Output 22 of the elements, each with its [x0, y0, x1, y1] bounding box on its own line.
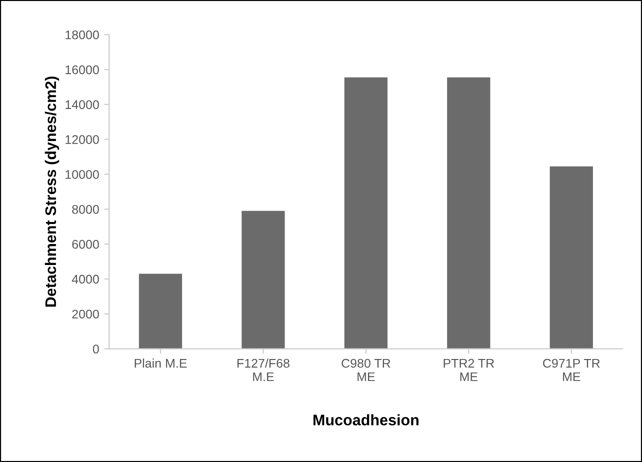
y-tick-label: 0: [92, 344, 99, 354]
x-tick-label: PTR2 TR ME: [444, 358, 494, 382]
x-tick-label: F127/F68 M.E: [237, 358, 290, 382]
y-tick-label: 4000: [72, 274, 99, 284]
x-tick-label: C971P TR ME: [543, 358, 600, 382]
y-tick-label: 18000: [66, 30, 99, 40]
x-axis-title: Mucoadhesion: [313, 414, 418, 426]
y-tick-label: 6000: [72, 240, 99, 249]
y-tick-label: 8000: [72, 204, 99, 214]
y-tick-label: 16000: [66, 65, 99, 74]
y-tick-label: 14000: [66, 100, 99, 110]
y-tick-label: 10000: [66, 170, 99, 179]
y-tick-label: 12000: [66, 135, 99, 144]
y-axis-title: Detachment Stress (dynes/cm2): [44, 76, 60, 307]
x-tick-label: Plain M.E: [134, 358, 187, 368]
bar: [344, 77, 388, 349]
bar: [550, 166, 593, 349]
bar: [242, 210, 285, 349]
y-tick-label: 2000: [72, 310, 99, 319]
bar: [138, 274, 182, 349]
x-tick-label: C980 TR ME: [342, 358, 390, 382]
bar: [447, 77, 490, 349]
